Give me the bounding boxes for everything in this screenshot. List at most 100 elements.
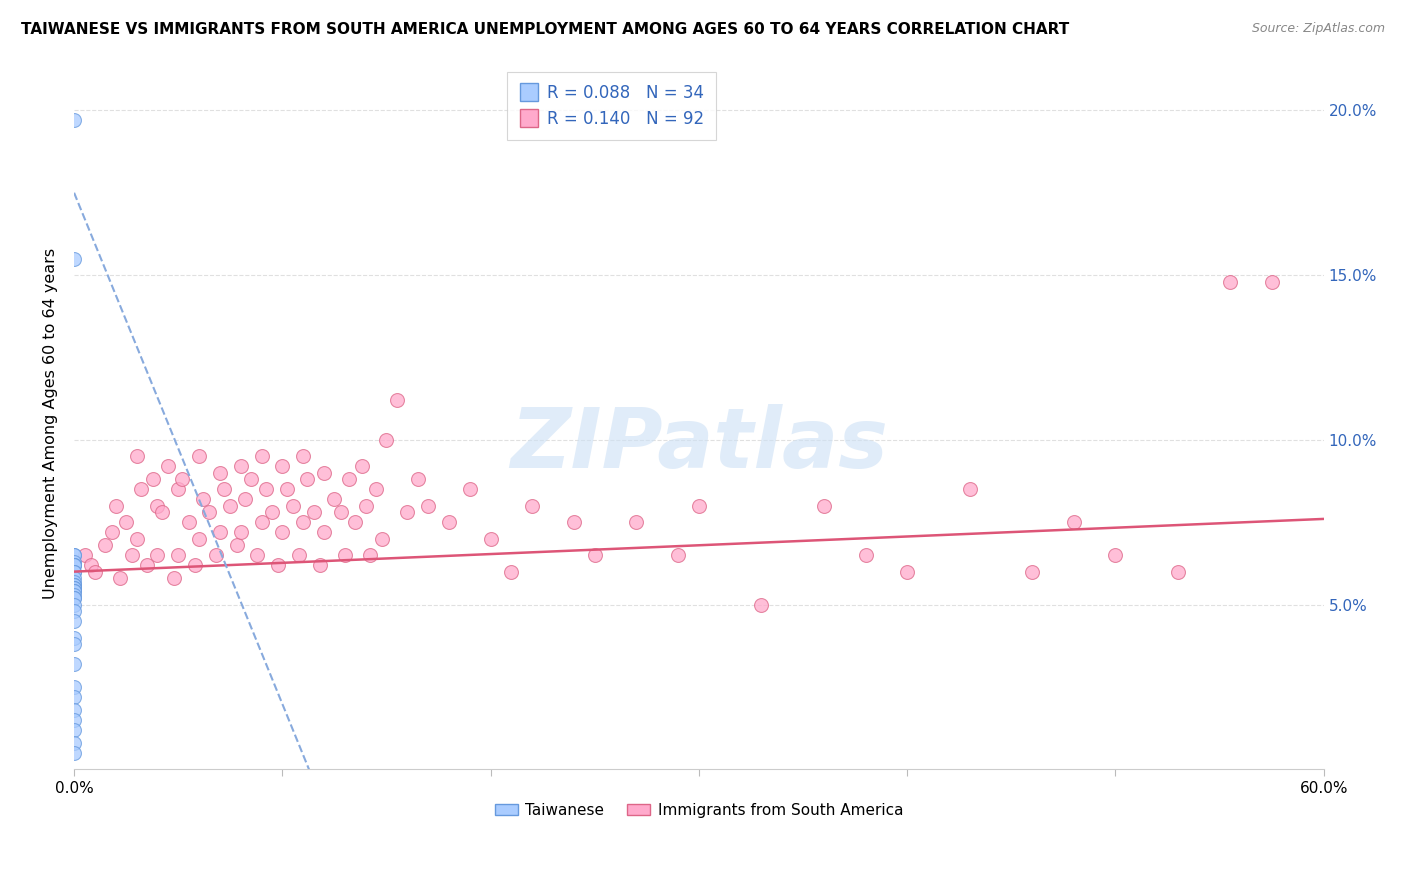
Point	[333, 548, 356, 562]
Point	[198, 505, 221, 519]
Point	[312, 466, 335, 480]
Point	[150, 505, 173, 519]
Point	[260, 505, 283, 519]
Text: TAIWANESE VS IMMIGRANTS FROM SOUTH AMERICA UNEMPLOYMENT AMONG AGES 60 TO 64 YEAR: TAIWANESE VS IMMIGRANTS FROM SOUTH AMERI…	[21, 22, 1070, 37]
Point	[1167, 565, 1189, 579]
Point	[63, 574, 86, 589]
Point	[337, 472, 360, 486]
Point	[437, 515, 460, 529]
Point	[1063, 515, 1085, 529]
Point	[163, 571, 186, 585]
Point	[813, 499, 835, 513]
Point	[146, 548, 169, 562]
Point	[302, 505, 325, 519]
Point	[959, 483, 981, 497]
Point	[350, 459, 373, 474]
Point	[1260, 275, 1282, 289]
Point	[292, 450, 315, 464]
Point	[63, 558, 86, 572]
Point	[84, 565, 107, 579]
Point	[63, 591, 86, 605]
Point	[1104, 548, 1126, 562]
Point	[626, 515, 648, 529]
Point	[129, 483, 152, 497]
Point	[63, 555, 86, 569]
Point	[292, 515, 315, 529]
Point	[1219, 275, 1241, 289]
Point	[94, 538, 117, 552]
Point	[855, 548, 877, 562]
Point	[501, 565, 523, 579]
Point	[156, 459, 179, 474]
Text: Source: ZipAtlas.com: Source: ZipAtlas.com	[1251, 22, 1385, 36]
Point	[406, 472, 429, 486]
Point	[63, 637, 86, 651]
Point	[63, 588, 86, 602]
Point	[288, 548, 311, 562]
Point	[666, 548, 689, 562]
Point	[136, 558, 159, 572]
Point	[63, 631, 86, 645]
Point	[297, 472, 319, 486]
Point	[63, 736, 86, 750]
Point	[583, 548, 606, 562]
Point	[281, 499, 304, 513]
Point	[146, 499, 169, 513]
Point	[125, 532, 148, 546]
Point	[246, 548, 269, 562]
Point	[479, 532, 502, 546]
Point	[63, 565, 86, 579]
Point	[63, 680, 86, 694]
Point	[63, 703, 86, 717]
Point	[323, 492, 346, 507]
Point	[385, 393, 408, 408]
Point	[63, 565, 86, 579]
Point	[63, 578, 86, 592]
Point	[63, 558, 86, 572]
Point	[63, 591, 86, 605]
Point	[63, 571, 86, 585]
Point	[63, 548, 86, 562]
Point	[63, 558, 86, 572]
Point	[458, 483, 481, 497]
Point	[240, 472, 263, 486]
Point	[208, 466, 231, 480]
Point	[115, 515, 138, 529]
Point	[167, 483, 190, 497]
Point	[63, 723, 86, 737]
Point	[250, 515, 273, 529]
Point	[204, 548, 226, 562]
Point	[250, 450, 273, 464]
Point	[344, 515, 367, 529]
Point	[271, 459, 294, 474]
Point	[63, 584, 86, 599]
Point	[63, 713, 86, 727]
Point	[63, 581, 86, 595]
Y-axis label: Unemployment Among Ages 60 to 64 years: Unemployment Among Ages 60 to 64 years	[44, 248, 58, 599]
Point	[225, 538, 247, 552]
Point	[167, 548, 190, 562]
Point	[276, 483, 298, 497]
Point	[80, 558, 103, 572]
Point	[63, 581, 86, 595]
Point	[104, 499, 127, 513]
Point	[522, 499, 544, 513]
Point	[188, 450, 211, 464]
Point	[329, 505, 352, 519]
Point	[254, 483, 277, 497]
Legend: Taiwanese, Immigrants from South America: Taiwanese, Immigrants from South America	[488, 797, 910, 824]
Point	[125, 450, 148, 464]
Point	[312, 525, 335, 540]
Point	[229, 525, 252, 540]
Point	[418, 499, 440, 513]
Text: ZIPatlas: ZIPatlas	[510, 403, 887, 484]
Point	[308, 558, 330, 572]
Point	[267, 558, 290, 572]
Point	[396, 505, 419, 519]
Point	[142, 472, 165, 486]
Point	[108, 571, 131, 585]
Point	[193, 492, 215, 507]
Point	[73, 548, 96, 562]
Point	[233, 492, 256, 507]
Point	[63, 252, 86, 266]
